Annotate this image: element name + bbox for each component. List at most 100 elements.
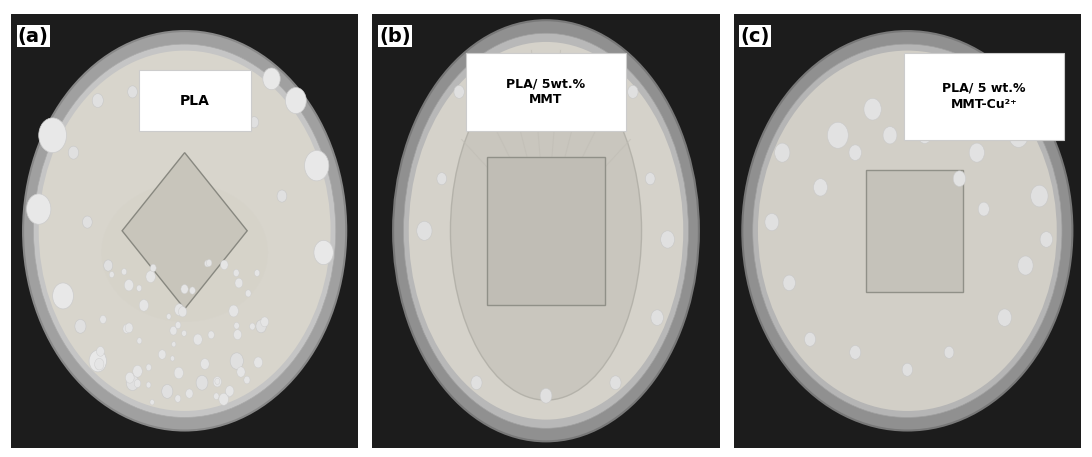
FancyBboxPatch shape [904,53,1064,140]
Ellipse shape [102,183,268,322]
Circle shape [126,323,133,333]
Ellipse shape [23,31,346,430]
Circle shape [181,285,188,294]
Circle shape [178,307,187,317]
Bar [866,170,963,292]
Circle shape [904,88,924,113]
Circle shape [253,357,262,368]
Circle shape [214,72,225,85]
Circle shape [764,213,779,231]
Circle shape [244,376,250,384]
Circle shape [162,384,173,399]
Circle shape [109,271,115,278]
Circle shape [953,171,965,186]
Circle shape [104,260,112,271]
Circle shape [124,280,133,291]
Circle shape [95,358,104,370]
Circle shape [214,393,219,399]
Circle shape [783,275,795,291]
Circle shape [197,375,207,390]
Circle shape [221,260,228,270]
Ellipse shape [743,31,1072,430]
Circle shape [136,285,142,292]
Ellipse shape [34,44,335,418]
Circle shape [805,332,816,346]
Circle shape [541,388,551,403]
Circle shape [250,117,259,128]
Circle shape [174,367,183,379]
Circle shape [945,346,954,358]
Circle shape [175,304,185,316]
Circle shape [454,85,464,98]
Circle shape [133,365,142,377]
Circle shape [1040,232,1053,247]
Circle shape [828,122,848,149]
Circle shape [96,346,105,356]
Circle shape [206,260,212,266]
Circle shape [128,86,138,98]
Circle shape [68,146,79,159]
FancyBboxPatch shape [140,70,251,131]
Text: (c): (c) [740,27,770,46]
Ellipse shape [38,51,331,411]
Ellipse shape [404,33,688,428]
Ellipse shape [758,51,1057,411]
Circle shape [226,388,233,397]
Circle shape [170,356,175,361]
Circle shape [998,309,1011,326]
Circle shape [285,88,306,114]
Circle shape [218,393,228,405]
Circle shape [226,386,234,396]
Circle shape [234,329,241,340]
Circle shape [229,305,238,317]
Circle shape [213,377,222,387]
Circle shape [814,179,828,196]
Circle shape [126,372,134,383]
Ellipse shape [408,42,684,420]
Circle shape [651,310,664,325]
Circle shape [774,143,790,162]
Circle shape [902,363,913,376]
Circle shape [850,345,860,359]
Circle shape [90,350,107,372]
Circle shape [263,68,281,90]
Circle shape [83,216,92,228]
Circle shape [166,314,171,319]
Circle shape [193,334,202,345]
Circle shape [628,85,638,98]
Ellipse shape [451,62,642,400]
Circle shape [610,376,621,390]
Circle shape [127,375,139,391]
Circle shape [864,98,881,120]
Circle shape [186,389,193,398]
Text: PLA/ 5wt.%
MMT: PLA/ 5wt.% MMT [507,77,585,106]
Circle shape [235,278,242,288]
Circle shape [146,364,152,371]
Circle shape [883,127,897,144]
Circle shape [201,359,210,369]
Circle shape [1031,185,1048,207]
Circle shape [75,319,86,333]
Bar [487,157,605,304]
Circle shape [970,143,985,162]
Circle shape [175,395,181,402]
Circle shape [158,350,166,359]
Circle shape [277,190,287,202]
Circle shape [234,322,239,329]
Circle shape [121,269,127,275]
Text: (b): (b) [379,27,411,46]
Circle shape [215,378,219,384]
Text: PLA: PLA [180,94,210,107]
Circle shape [237,367,245,377]
Circle shape [230,353,244,369]
Circle shape [471,376,482,390]
Circle shape [150,399,154,405]
Circle shape [1018,256,1033,275]
Circle shape [99,315,106,324]
Circle shape [123,324,130,334]
Circle shape [417,221,432,240]
Circle shape [204,260,210,267]
Circle shape [918,127,931,143]
FancyBboxPatch shape [466,53,626,131]
Circle shape [250,323,256,330]
